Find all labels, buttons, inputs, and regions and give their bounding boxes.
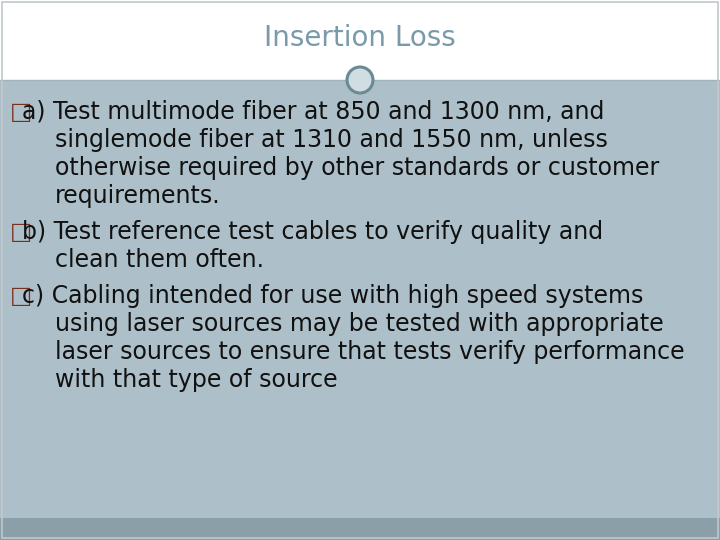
Text: otherwise required by other standards or customer: otherwise required by other standards or… <box>55 156 660 180</box>
Bar <box>0 518 720 540</box>
Bar <box>0 0 720 80</box>
Text: □: □ <box>10 100 32 124</box>
Text: with that type of source: with that type of source <box>55 368 338 392</box>
Text: clean them often.: clean them often. <box>55 248 264 272</box>
Text: singlemode fiber at 1310 and 1550 nm, unless: singlemode fiber at 1310 and 1550 nm, un… <box>55 128 608 152</box>
Text: requirements.: requirements. <box>55 184 220 208</box>
Text: using laser sources may be tested with appropriate: using laser sources may be tested with a… <box>55 312 664 336</box>
Text: b) Test reference test cables to verify quality and: b) Test reference test cables to verify … <box>22 220 603 244</box>
Text: Insertion Loss: Insertion Loss <box>264 24 456 52</box>
Text: laser sources to ensure that tests verify performance: laser sources to ensure that tests verif… <box>55 340 685 364</box>
Text: □: □ <box>10 220 32 244</box>
Text: c) Cabling intended for use with high speed systems: c) Cabling intended for use with high sp… <box>22 284 644 308</box>
Text: □: □ <box>10 284 32 308</box>
Text: a) Test multimode fiber at 850 and 1300 nm, and: a) Test multimode fiber at 850 and 1300 … <box>22 100 605 124</box>
Bar <box>0 80 720 518</box>
Circle shape <box>347 67 373 93</box>
